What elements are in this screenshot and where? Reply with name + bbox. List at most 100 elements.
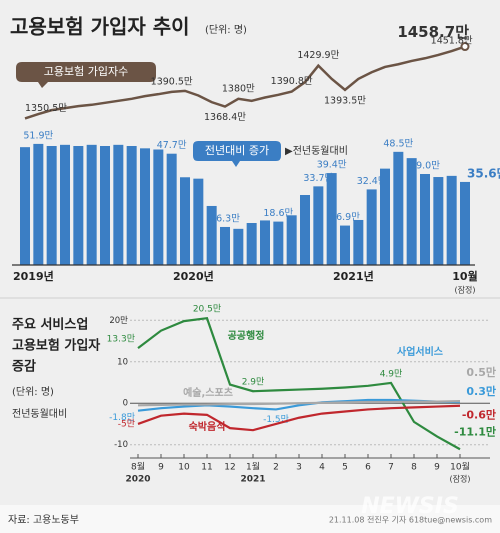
bar — [46, 146, 57, 265]
x-tick-label: 7 — [388, 463, 394, 473]
bar — [420, 174, 430, 265]
bar-label: 39.0만 — [410, 161, 440, 172]
line-label: 1451.8만 — [431, 36, 473, 47]
line-label: -1.5만 — [263, 414, 289, 425]
x-tick-label: 9 — [158, 463, 164, 473]
bar — [60, 144, 70, 265]
line-label: 4.9만 — [380, 368, 403, 379]
x-tick-label: 1월 — [246, 461, 260, 473]
line-label: 0.3만 — [466, 384, 496, 398]
line — [137, 404, 461, 432]
bar — [366, 189, 377, 265]
bar — [193, 178, 204, 265]
x-tick-label: 12 — [224, 463, 235, 473]
bar-label: 18.6만 — [263, 208, 293, 219]
x-tick-label: 5 — [342, 463, 348, 473]
bar-label: 33.7만 — [303, 173, 333, 184]
x-tick-label: 10 — [178, 463, 190, 473]
bar — [246, 223, 257, 265]
watermark: NEWSIS — [361, 494, 459, 519]
line-label: 1390.5만 — [151, 76, 193, 87]
line-label: 0.5만 — [466, 365, 496, 379]
x-tick-label: 10월 — [450, 461, 470, 473]
bar-label: 35.6만 — [467, 165, 500, 180]
footer-bg — [0, 505, 500, 533]
x-note: (잠정) — [455, 285, 476, 295]
line-label: 1393.5만 — [324, 95, 366, 106]
bar — [113, 144, 124, 265]
y-tick-label: -10 — [114, 440, 128, 450]
x-tick-label: 2020년 — [173, 269, 214, 283]
bar — [286, 215, 297, 265]
bar — [313, 186, 324, 265]
bar — [73, 146, 84, 265]
bar-label: 16.9만 — [330, 212, 360, 223]
line — [24, 45, 466, 120]
line — [137, 317, 461, 451]
line-label: -0.6만 — [462, 408, 496, 422]
line-label: 1368.4만 — [204, 112, 246, 123]
x-tick-label: 6 — [365, 463, 371, 473]
x-tick-label: 4 — [319, 463, 325, 473]
legend-box — [193, 141, 281, 167]
bar — [33, 143, 44, 265]
bar — [100, 146, 110, 265]
bar — [233, 228, 244, 265]
legend-label: 고용보험 가입자수 — [44, 65, 128, 78]
x-tick-label: 2 — [273, 463, 279, 473]
bar — [380, 168, 390, 265]
chart-title: 고용보험 가입자 — [12, 338, 100, 354]
legend-label: 숙박음식 — [189, 420, 226, 433]
x-tick-label: 2021년 — [333, 269, 374, 283]
bar-label: 32.4만 — [357, 176, 387, 187]
line-label: -5만 — [118, 418, 135, 429]
bar — [86, 144, 97, 265]
bar — [126, 146, 137, 265]
legend-label: 전년대비 증가 — [205, 144, 269, 157]
y-tick-label: 0 — [123, 399, 128, 409]
x-tick-label: 2019년 — [13, 269, 54, 283]
bar — [300, 195, 310, 265]
line-label: 1350.5만 — [25, 103, 67, 114]
legend-label: 사업서비스 — [397, 345, 443, 358]
bar — [393, 151, 404, 265]
bar — [446, 175, 457, 265]
x-year-label: 2020 — [125, 475, 150, 485]
bar — [260, 220, 270, 265]
subtitle: 전년동월대비 — [12, 408, 67, 420]
bar — [406, 158, 417, 265]
legend-box — [16, 62, 156, 88]
bar — [206, 205, 217, 265]
bar — [20, 147, 30, 265]
legend-label: 예술,스포츠 — [183, 386, 233, 399]
y-tick-label: 20만 — [109, 316, 128, 326]
bar — [220, 226, 230, 265]
bar — [180, 177, 190, 265]
bar — [353, 219, 364, 265]
x-tick-label: 8 — [411, 463, 417, 473]
line-label: 20.5만 — [193, 304, 221, 315]
unit: (단위: 명) — [12, 385, 54, 398]
annotation: ▶전년동월대비 — [285, 145, 348, 157]
line-label: 1380만 — [222, 83, 255, 94]
x-note: (잠정) — [450, 474, 471, 484]
line-label: 1390.8만 — [271, 76, 313, 87]
x-tick-label: 11 — [201, 463, 212, 473]
bar — [340, 225, 350, 265]
bar — [433, 177, 444, 265]
line-label: -1.8만 — [109, 412, 135, 423]
x-year-label: 2021 — [240, 475, 265, 485]
bar — [153, 149, 164, 265]
bar-label: 47.7만 — [157, 140, 187, 151]
unit: (단위: 명) — [205, 23, 247, 36]
line — [137, 398, 461, 412]
bar — [166, 153, 177, 265]
bar-label: 48.5만 — [383, 138, 413, 149]
bar — [460, 181, 470, 265]
bar — [140, 148, 150, 265]
x-tick-label: 9 — [434, 463, 440, 473]
x-tick-label: 10월 — [452, 269, 477, 283]
